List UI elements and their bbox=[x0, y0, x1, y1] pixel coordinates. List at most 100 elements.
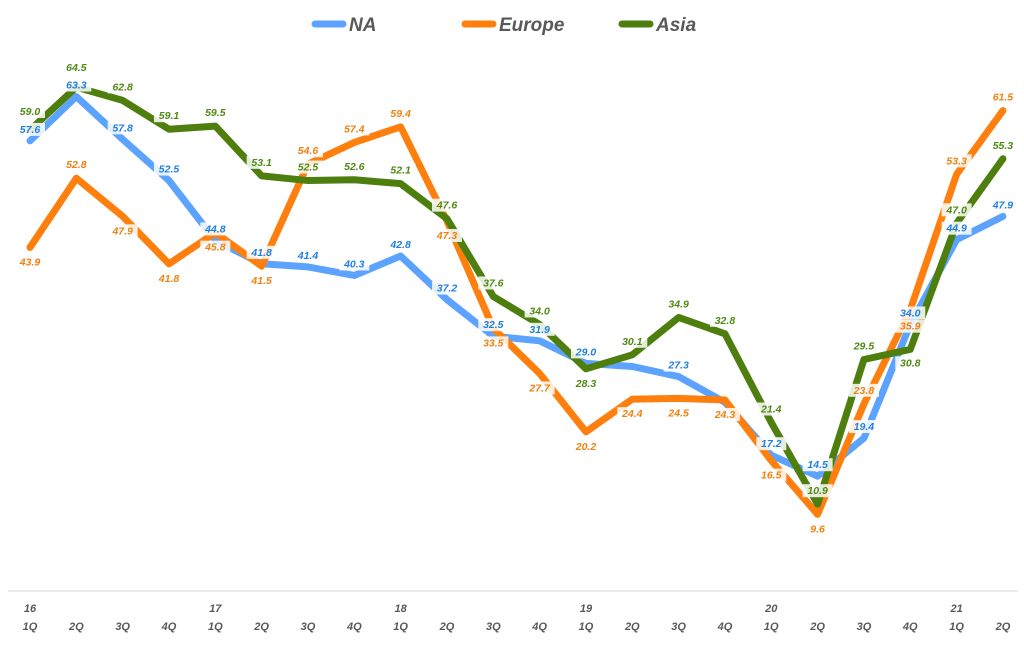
svg-text:61.5: 61.5 bbox=[993, 92, 1014, 104]
svg-text:47.0: 47.0 bbox=[945, 204, 967, 216]
svg-text:9.6: 9.6 bbox=[810, 523, 825, 535]
data-label: 59.0 bbox=[15, 104, 45, 118]
svg-text:33.5: 33.5 bbox=[483, 337, 504, 349]
data-label: 41.8 bbox=[246, 245, 277, 259]
svg-text:40.3: 40.3 bbox=[343, 258, 365, 270]
x-tick-year: 19 bbox=[580, 603, 593, 615]
data-label: 34.0 bbox=[524, 304, 555, 318]
x-tick-label: 1Q bbox=[764, 621, 779, 633]
svg-text:41.5: 41.5 bbox=[250, 275, 272, 287]
data-label: 42.8 bbox=[385, 238, 416, 252]
x-tick-label: 2Q bbox=[68, 621, 84, 633]
data-label: 37.6 bbox=[478, 276, 509, 290]
svg-text:32.8: 32.8 bbox=[715, 315, 736, 327]
x-tick-label: 1Q bbox=[208, 621, 223, 633]
svg-text:19.4: 19.4 bbox=[854, 421, 875, 433]
data-label: 52.1 bbox=[385, 163, 416, 177]
svg-text:47.9: 47.9 bbox=[111, 225, 133, 237]
svg-text:34.0: 34.0 bbox=[900, 307, 921, 319]
svg-text:44.9: 44.9 bbox=[945, 223, 967, 235]
x-tick-label: 2Q bbox=[809, 621, 825, 633]
data-label: 40.3 bbox=[339, 257, 370, 271]
data-label: 41.8 bbox=[153, 271, 184, 285]
data-label: 27.3 bbox=[663, 358, 694, 372]
svg-text:Asia: Asia bbox=[655, 15, 697, 36]
data-label: 17.2 bbox=[756, 437, 787, 451]
svg-text:Europe: Europe bbox=[499, 15, 565, 36]
data-label: 47.9 bbox=[107, 224, 138, 238]
data-label: 32.5 bbox=[478, 318, 509, 332]
x-tick-label: 2Q bbox=[624, 621, 640, 633]
svg-text:35.9: 35.9 bbox=[900, 321, 921, 333]
data-label: 31.9 bbox=[524, 322, 555, 336]
data-label: 16.5 bbox=[756, 468, 787, 482]
data-label: 28.3 bbox=[570, 376, 601, 390]
data-label: 53.1 bbox=[246, 155, 277, 169]
x-tick-label: 4Q bbox=[717, 621, 733, 633]
x-tick-label: 1Q bbox=[23, 621, 38, 633]
data-label: 41.5 bbox=[246, 274, 277, 288]
svg-text:45.8: 45.8 bbox=[204, 242, 226, 254]
data-label: 53.3 bbox=[941, 154, 972, 168]
svg-text:24.4: 24.4 bbox=[621, 408, 643, 420]
series-line-europe bbox=[26, 107, 1007, 518]
svg-text:37.2: 37.2 bbox=[437, 283, 458, 295]
svg-text:29.5: 29.5 bbox=[853, 340, 875, 352]
data-label: 52.5 bbox=[292, 160, 323, 174]
svg-text:30.8: 30.8 bbox=[900, 357, 921, 369]
svg-text:64.5: 64.5 bbox=[66, 62, 87, 74]
data-label: 33.5 bbox=[478, 336, 509, 350]
svg-text:32.5: 32.5 bbox=[483, 319, 504, 331]
svg-text:24.5: 24.5 bbox=[667, 407, 689, 419]
x-tick-year: 17 bbox=[209, 603, 222, 615]
svg-text:52.8: 52.8 bbox=[66, 159, 87, 171]
data-label: 62.8 bbox=[107, 80, 138, 94]
svg-text:59.0: 59.0 bbox=[20, 106, 41, 118]
x-tick-label: 3Q bbox=[301, 621, 316, 633]
data-label: 64.5 bbox=[61, 61, 92, 75]
svg-text:41.8: 41.8 bbox=[250, 247, 272, 259]
legend-item-na: NA bbox=[311, 15, 376, 36]
data-label: 47.0 bbox=[941, 203, 972, 217]
x-tick-label: 4Q bbox=[161, 621, 177, 633]
data-label: 43.9 bbox=[15, 255, 45, 269]
svg-text:57.8: 57.8 bbox=[112, 122, 133, 134]
data-label: 57.6 bbox=[15, 122, 45, 136]
data-label: 45.8 bbox=[200, 240, 231, 254]
data-label: 63.3 bbox=[61, 78, 92, 92]
svg-text:NA: NA bbox=[349, 15, 376, 36]
svg-text:63.3: 63.3 bbox=[66, 80, 87, 92]
data-label: 52.5 bbox=[153, 162, 184, 176]
svg-text:47.3: 47.3 bbox=[436, 230, 458, 242]
x-tick-year: 16 bbox=[24, 603, 37, 615]
svg-text:59.5: 59.5 bbox=[205, 107, 226, 119]
data-label: 24.3 bbox=[709, 407, 740, 421]
data-label: 29.5 bbox=[848, 339, 879, 353]
data-label: 57.8 bbox=[107, 121, 138, 135]
data-label: 52.6 bbox=[339, 159, 370, 173]
svg-text:47.9: 47.9 bbox=[992, 199, 1014, 211]
data-label: 59.5 bbox=[200, 106, 231, 120]
series-line-asia bbox=[26, 83, 1007, 508]
svg-text:52.5: 52.5 bbox=[159, 164, 180, 176]
svg-text:57.4: 57.4 bbox=[344, 123, 365, 135]
svg-text:16.5: 16.5 bbox=[761, 470, 782, 482]
svg-text:42.8: 42.8 bbox=[389, 239, 411, 251]
svg-text:43.9: 43.9 bbox=[19, 256, 41, 268]
data-label: 14.5 bbox=[802, 458, 833, 472]
svg-text:59.1: 59.1 bbox=[159, 110, 180, 122]
svg-text:37.6: 37.6 bbox=[483, 277, 504, 289]
svg-text:17.2: 17.2 bbox=[761, 438, 782, 450]
svg-text:62.8: 62.8 bbox=[112, 81, 133, 93]
data-label: 52.8 bbox=[61, 158, 92, 172]
svg-text:52.1: 52.1 bbox=[390, 165, 411, 177]
data-label: 55.3 bbox=[987, 138, 1018, 152]
x-tick-label: 3Q bbox=[857, 621, 872, 633]
svg-text:34.0: 34.0 bbox=[529, 305, 550, 317]
data-label: 35.9 bbox=[895, 319, 926, 333]
x-tick-label: 2Q bbox=[253, 621, 269, 633]
data-label: 47.3 bbox=[431, 229, 462, 243]
data-label: 47.9 bbox=[987, 198, 1018, 212]
data-label: 21.4 bbox=[756, 402, 787, 416]
